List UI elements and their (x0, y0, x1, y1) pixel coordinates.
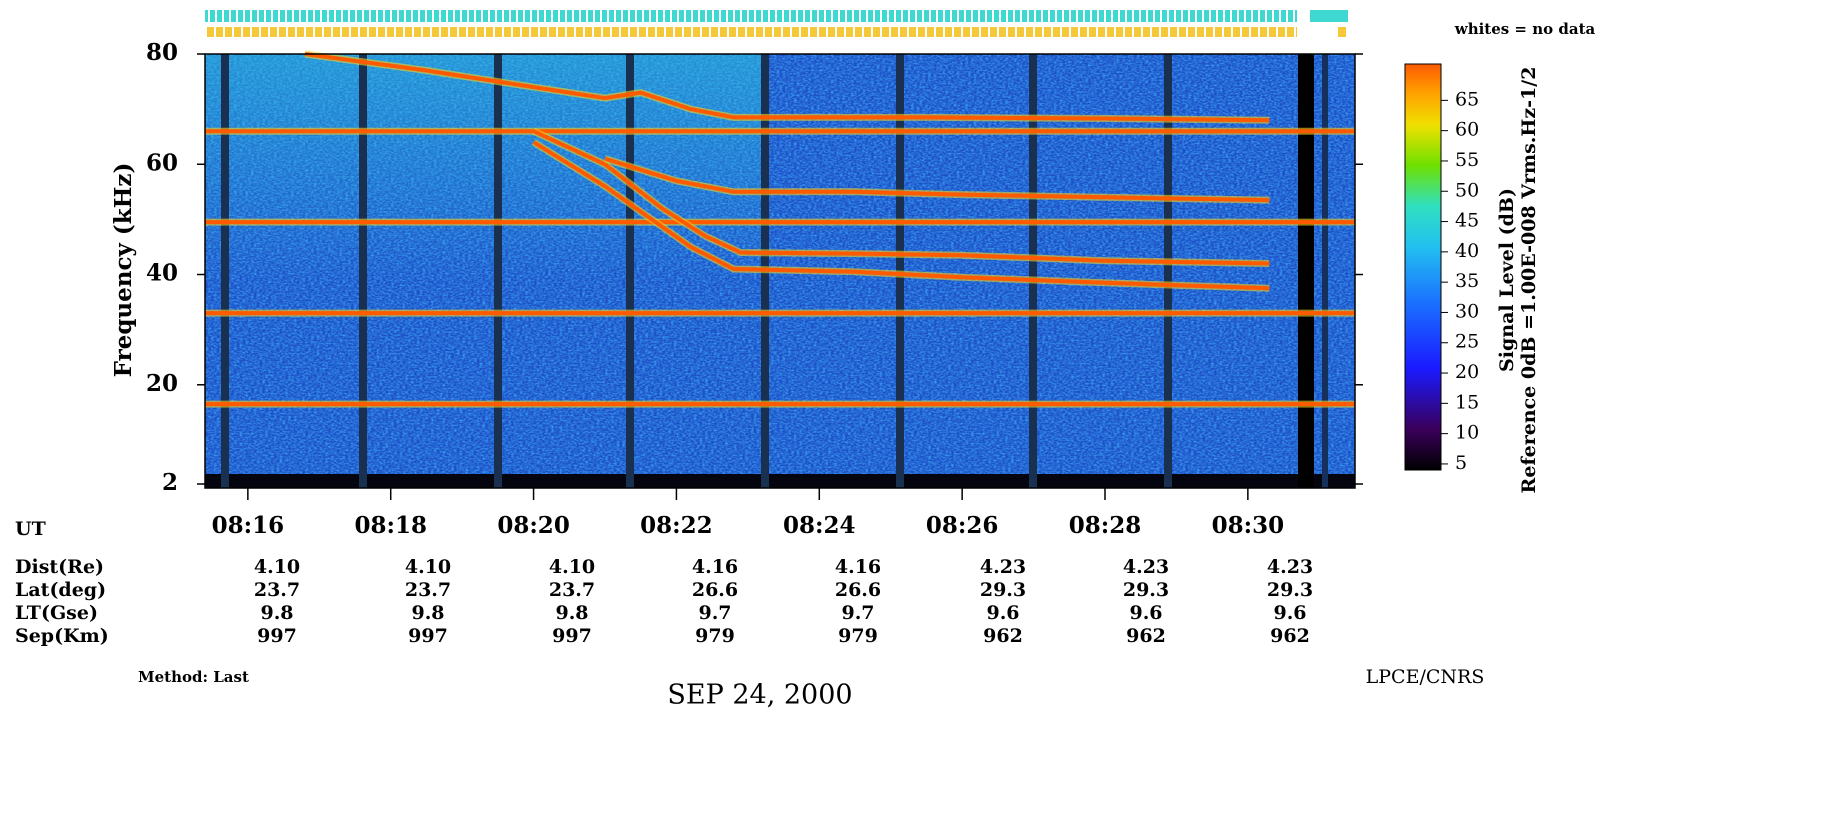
row-label: Dist(Re) (15, 556, 104, 578)
emission-line (604, 156, 1270, 203)
table-cell: 979 (695, 625, 735, 647)
table-cell: 29.3 (1267, 579, 1313, 601)
table-cell: 9.6 (1273, 602, 1306, 624)
table-cell: 962 (983, 625, 1023, 647)
table-cell: 4.16 (692, 556, 738, 578)
colorbar-tick-label: 20 (1455, 361, 1479, 383)
table-cell: 29.3 (980, 579, 1026, 601)
emission-line (304, 52, 1270, 123)
colorbar-tick-label: 50 (1455, 179, 1479, 201)
colorbar-tick-label: 65 (1455, 88, 1479, 110)
table-cell: 4.10 (254, 556, 300, 578)
table-cell: 9.7 (841, 602, 874, 624)
table-cell: 9.8 (555, 602, 588, 624)
spectrogram-enhancement (205, 54, 765, 284)
emission-line (532, 129, 1270, 266)
x-tick-label: 08:26 (926, 512, 999, 539)
y-tick-label: 40 (146, 260, 178, 287)
data-gap (1298, 54, 1314, 488)
table-cell: 997 (257, 625, 297, 647)
availability-strip (205, 10, 1297, 22)
colorbar-tick-label: 35 (1455, 270, 1479, 292)
row-label: LT(Gse) (15, 602, 98, 624)
colorbar-tick-label: 15 (1455, 391, 1479, 413)
availability-strip (1310, 10, 1348, 22)
no-data-band (205, 474, 1355, 488)
x-tick-label: 08:18 (354, 512, 427, 539)
data-gap (1322, 54, 1328, 488)
table-cell: 26.6 (835, 579, 881, 601)
y-tick-label: 60 (146, 149, 178, 176)
data-gap (221, 54, 229, 488)
x-tick-label: 08:20 (497, 512, 570, 539)
x-tick-label: 08:22 (640, 512, 713, 539)
x-tick-label: 08:24 (783, 512, 856, 539)
table-cell: 979 (838, 625, 878, 647)
table-cell: 4.23 (980, 556, 1026, 578)
availability-strip (205, 27, 1297, 37)
colorbar-tick-label: 30 (1455, 300, 1479, 322)
method: Method: Last (138, 668, 249, 686)
colorbar-tick-label: 40 (1455, 240, 1479, 262)
y-axis-title: Frequency (kHz) (110, 163, 137, 378)
availability-strip (1338, 27, 1346, 37)
x-axis-title: UT (15, 518, 46, 540)
row-label: Sep(Km) (15, 625, 109, 647)
table-cell: 23.7 (254, 579, 300, 601)
x-tick-label: 08:28 (1069, 512, 1142, 539)
y-tick-label: 2 (162, 469, 178, 496)
data-gap (494, 54, 502, 488)
colorbar-reference: Reference 0dB =1.00E-008 Vrms.Hz-1/2 (1518, 67, 1540, 494)
x-tick-label: 08:30 (1212, 512, 1285, 539)
colorbar-title: Signal Level (dB) (1496, 188, 1518, 372)
table-cell: 9.8 (411, 602, 444, 624)
table-cell: 997 (408, 625, 448, 647)
table-cell: 26.6 (692, 579, 738, 601)
y-tick-label: 20 (146, 370, 178, 397)
row-label: Lat(deg) (15, 579, 106, 601)
table-cell: 29.3 (1123, 579, 1169, 601)
table-cell: 9.8 (260, 602, 293, 624)
table-cell: 997 (552, 625, 592, 647)
table-cell: 4.10 (549, 556, 595, 578)
colorbar-tick-label: 55 (1455, 149, 1479, 171)
colorbar-tick-label: 5 (1455, 452, 1467, 474)
y-tick-label: 80 (146, 39, 178, 66)
table-cell: 962 (1126, 625, 1166, 647)
credit: LPCE/CNRS (1366, 666, 1485, 688)
table-cell: 9.6 (986, 602, 1019, 624)
data-gap (626, 54, 634, 488)
table-cell: 9.7 (698, 602, 731, 624)
data-gap (359, 54, 367, 488)
colorbar-tick-label: 10 (1455, 422, 1479, 444)
x-tick-label: 08:16 (212, 512, 285, 539)
table-cell: 23.7 (549, 579, 595, 601)
table-cell: 962 (1270, 625, 1310, 647)
plot-frame (204, 53, 1356, 489)
emission-line (532, 140, 1270, 291)
data-gap (1164, 54, 1172, 488)
date: SEP 24, 2000 (667, 680, 852, 711)
colorbar-tick-label: 25 (1455, 331, 1479, 353)
data-gap (1029, 54, 1037, 488)
table-cell: 4.10 (405, 556, 451, 578)
colorbar (1404, 63, 1442, 471)
note: whites = no data (1454, 20, 1596, 38)
table-cell: 4.16 (835, 556, 881, 578)
table-cell: 4.23 (1123, 556, 1169, 578)
table-cell: 23.7 (405, 579, 451, 601)
colorbar-tick-label: 45 (1455, 210, 1479, 232)
table-cell: 9.6 (1129, 602, 1162, 624)
table-cell: 4.23 (1267, 556, 1313, 578)
colorbar-tick-label: 60 (1455, 119, 1479, 141)
